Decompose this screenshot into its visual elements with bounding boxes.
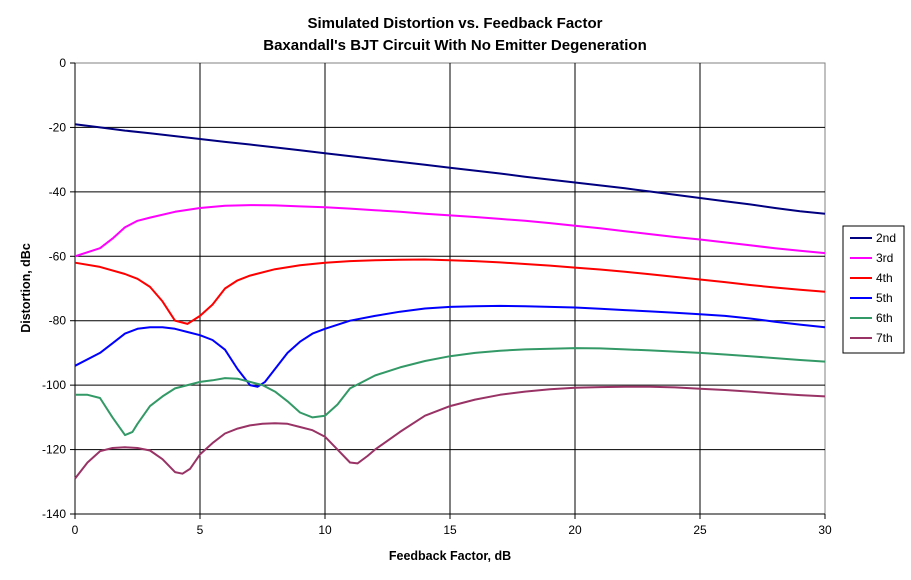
legend-label-5th: 5th: [876, 291, 893, 305]
x-tick-label: 5: [197, 523, 204, 537]
y-tick-label: -40: [49, 185, 67, 199]
legend-box: [842, 225, 905, 354]
x-tick-label: 0: [72, 523, 79, 537]
y-tick-label: -60: [49, 249, 67, 263]
series-line-2nd: [74, 123, 826, 215]
y-tick-label: -100: [42, 378, 66, 392]
x-tick-label: 25: [693, 523, 707, 537]
y-tick-label: -80: [49, 314, 67, 328]
y-tick-label: 0: [59, 56, 66, 70]
y-tick-label: -20: [49, 120, 67, 134]
grid: [75, 63, 825, 514]
series-lines: [74, 123, 826, 480]
series-line-6th: [75, 347, 826, 437]
legend-label-3rd: 3rd: [876, 251, 893, 265]
legend-label-6th: 6th: [876, 311, 893, 325]
legend-label-2nd: 2nd: [876, 231, 896, 245]
legend-label-7th: 7th: [876, 331, 893, 345]
x-axis-label: Feedback Factor, dB: [389, 549, 511, 563]
series-line-7th: [74, 385, 826, 480]
y-axis-label: Distortion, dBc: [19, 243, 33, 333]
legend-label-4th: 4th: [876, 271, 893, 285]
x-tick-label: 20: [568, 523, 582, 537]
axis-ticks: 0 5 10 15 20 25 30 0 -20 -40 -60 -80 -100 -120 -140: [42, 56, 832, 537]
x-tick-label: 30: [818, 523, 832, 537]
y-tick-label: -120: [42, 443, 66, 457]
x-tick-label: 10: [318, 523, 332, 537]
series-line-5th: [74, 304, 826, 388]
chart-subtitle: Baxandall's BJT Circuit With No Emitter …: [263, 37, 647, 54]
series-line-4th: [74, 258, 826, 325]
y-tick-label: -140: [42, 507, 66, 521]
chart-title: Simulated Distortion vs. Feedback Factor: [307, 15, 602, 32]
legend: 2nd 3rd 4th 5th 6th 7th: [842, 225, 905, 354]
series-line-3rd: [74, 204, 826, 258]
x-tick-label: 15: [443, 523, 457, 537]
